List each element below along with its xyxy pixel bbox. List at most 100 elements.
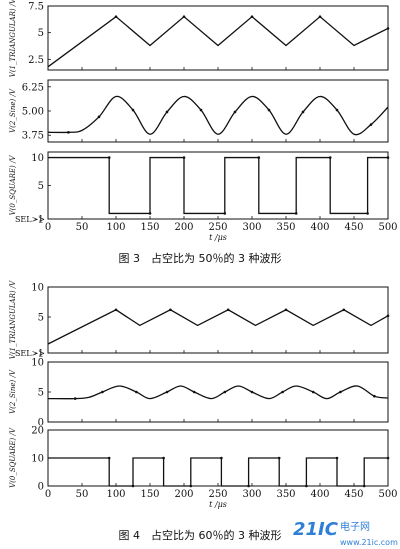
y-axis-label: V(0_SQUARE) /V — [9, 155, 17, 216]
x-axis-label: t /μs — [209, 500, 227, 509]
y-tick-label: 6.25 — [22, 82, 44, 93]
data-point — [131, 484, 135, 488]
data-point — [277, 456, 281, 460]
y-axis-label: V(0_SQUARE) /V — [9, 427, 17, 488]
x-tick-label: 300 — [242, 222, 261, 233]
data-point — [373, 394, 376, 398]
data-point — [148, 212, 152, 215]
y-tick-label: -1 — [34, 215, 44, 226]
y-axis-label: V(2_Sine) /V — [9, 88, 17, 133]
data-point — [342, 308, 346, 312]
x-tick-label: 100 — [106, 489, 125, 500]
plot-panel-6: 0 50 100 150 200 250 300 350 400 450 500 0 10 20 V(0_S… — [9, 426, 398, 510]
data-point — [97, 115, 101, 119]
figure-3-caption: 图 3 占空比为 50％的 3 种波形 — [119, 251, 282, 265]
x-tick-label: 400 — [310, 222, 329, 233]
data-point — [294, 212, 298, 215]
data-point — [267, 108, 271, 112]
series-line-1 — [47, 95, 389, 136]
data-point — [301, 110, 305, 114]
y-tick-label: 20 — [31, 426, 44, 437]
x-tick-label: 100 — [106, 222, 125, 233]
x-tick-label: 0 — [45, 222, 51, 233]
data-point — [328, 156, 332, 159]
data-point — [182, 15, 186, 18]
data-point — [131, 108, 135, 112]
data-point — [226, 308, 230, 312]
data-point — [199, 108, 203, 112]
data-point — [165, 390, 169, 394]
data-point — [250, 390, 254, 394]
data-point — [284, 308, 288, 312]
data-point — [114, 15, 118, 18]
data-point — [386, 27, 390, 30]
data-point — [73, 397, 77, 400]
data-point — [362, 484, 366, 488]
y-tick-label: 10 — [31, 283, 44, 294]
plot-frame — [47, 151, 389, 220]
data-point — [223, 212, 227, 215]
data-point — [257, 156, 261, 159]
plot-panel-3: 0 50 100 150 200 250 300 350 400 450 500 -1 5 10 V(0_S… — [9, 151, 398, 242]
sel-marker: SEL>> — [15, 215, 45, 224]
x-tick-label: 200 — [174, 489, 193, 500]
series-line-1 — [48, 457, 388, 487]
y-axis-label: V(1_TRIANGULAR) /V — [9, 0, 17, 77]
x-tick-label: 500 — [378, 489, 397, 500]
y-tick-label: 0 — [38, 482, 44, 493]
x-tick-label: 50 — [76, 222, 89, 233]
data-point — [305, 484, 308, 488]
y-tick-label: 10 — [31, 358, 44, 369]
data-point — [165, 110, 169, 114]
data-point — [101, 390, 104, 394]
y-axis-label: V(2_Sine) /V — [9, 369, 17, 414]
series-line-1 — [47, 15, 389, 68]
x-tick-label: 250 — [208, 222, 227, 233]
data-point — [107, 456, 111, 460]
plot-panel-5: 0 5 10 V(2_Sine) /V — [9, 358, 389, 429]
y-tick-label: 10 — [31, 153, 44, 164]
plot-frame — [47, 286, 389, 354]
data-point — [311, 390, 315, 394]
watermark-url: www.21ic.com — [340, 538, 398, 547]
x-axis-label: t /μs — [209, 233, 227, 242]
x-tick-label: 50 — [76, 489, 89, 500]
y-tick-label: 10 — [31, 454, 44, 465]
data-point — [233, 110, 237, 114]
data-point — [366, 212, 369, 215]
watermark-main: 21IC — [293, 519, 339, 540]
data-point — [281, 390, 284, 394]
y-tick-label: 5.00 — [22, 107, 44, 118]
plot-panels: 2.5 5 7.5 V(1_TRIANGULAR) /V 3.75 5.00 6.25 V(2… — [9, 0, 398, 509]
plot-frame — [47, 5, 389, 71]
series-line-1 — [47, 309, 389, 345]
x-tick-label: 250 — [208, 489, 227, 500]
data-point — [189, 484, 193, 488]
x-tick-label: 450 — [344, 489, 363, 500]
y-tick-label: 3.75 — [22, 131, 44, 142]
y-tick-label: 5 — [38, 313, 44, 324]
data-point — [192, 390, 196, 394]
series-line-1 — [47, 385, 389, 400]
x-tick-label: 0 — [45, 489, 51, 500]
x-tick-label: 500 — [378, 222, 397, 233]
sel-marker: SEL>> — [15, 349, 45, 358]
data-point — [386, 156, 390, 159]
data-point — [335, 456, 339, 460]
data-point — [107, 156, 111, 159]
data-point — [247, 484, 250, 488]
watermark-logo: 21IC 电子网 www.21ic.com — [293, 519, 398, 547]
data-point — [135, 390, 138, 394]
watermark-sub: 电子网 — [340, 520, 370, 533]
data-point — [386, 456, 390, 460]
x-tick-label: 300 — [242, 489, 261, 500]
x-tick-label: 450 — [344, 222, 363, 233]
x-tick-label: 350 — [276, 489, 295, 500]
plot-panel-2: 3.75 5.00 6.25 V(2_Sine) /V — [9, 79, 389, 143]
x-tick-label: 200 — [174, 222, 193, 233]
y-tick-label: 5 — [38, 388, 44, 399]
x-tick-label: 350 — [276, 222, 295, 233]
data-point — [162, 456, 165, 460]
